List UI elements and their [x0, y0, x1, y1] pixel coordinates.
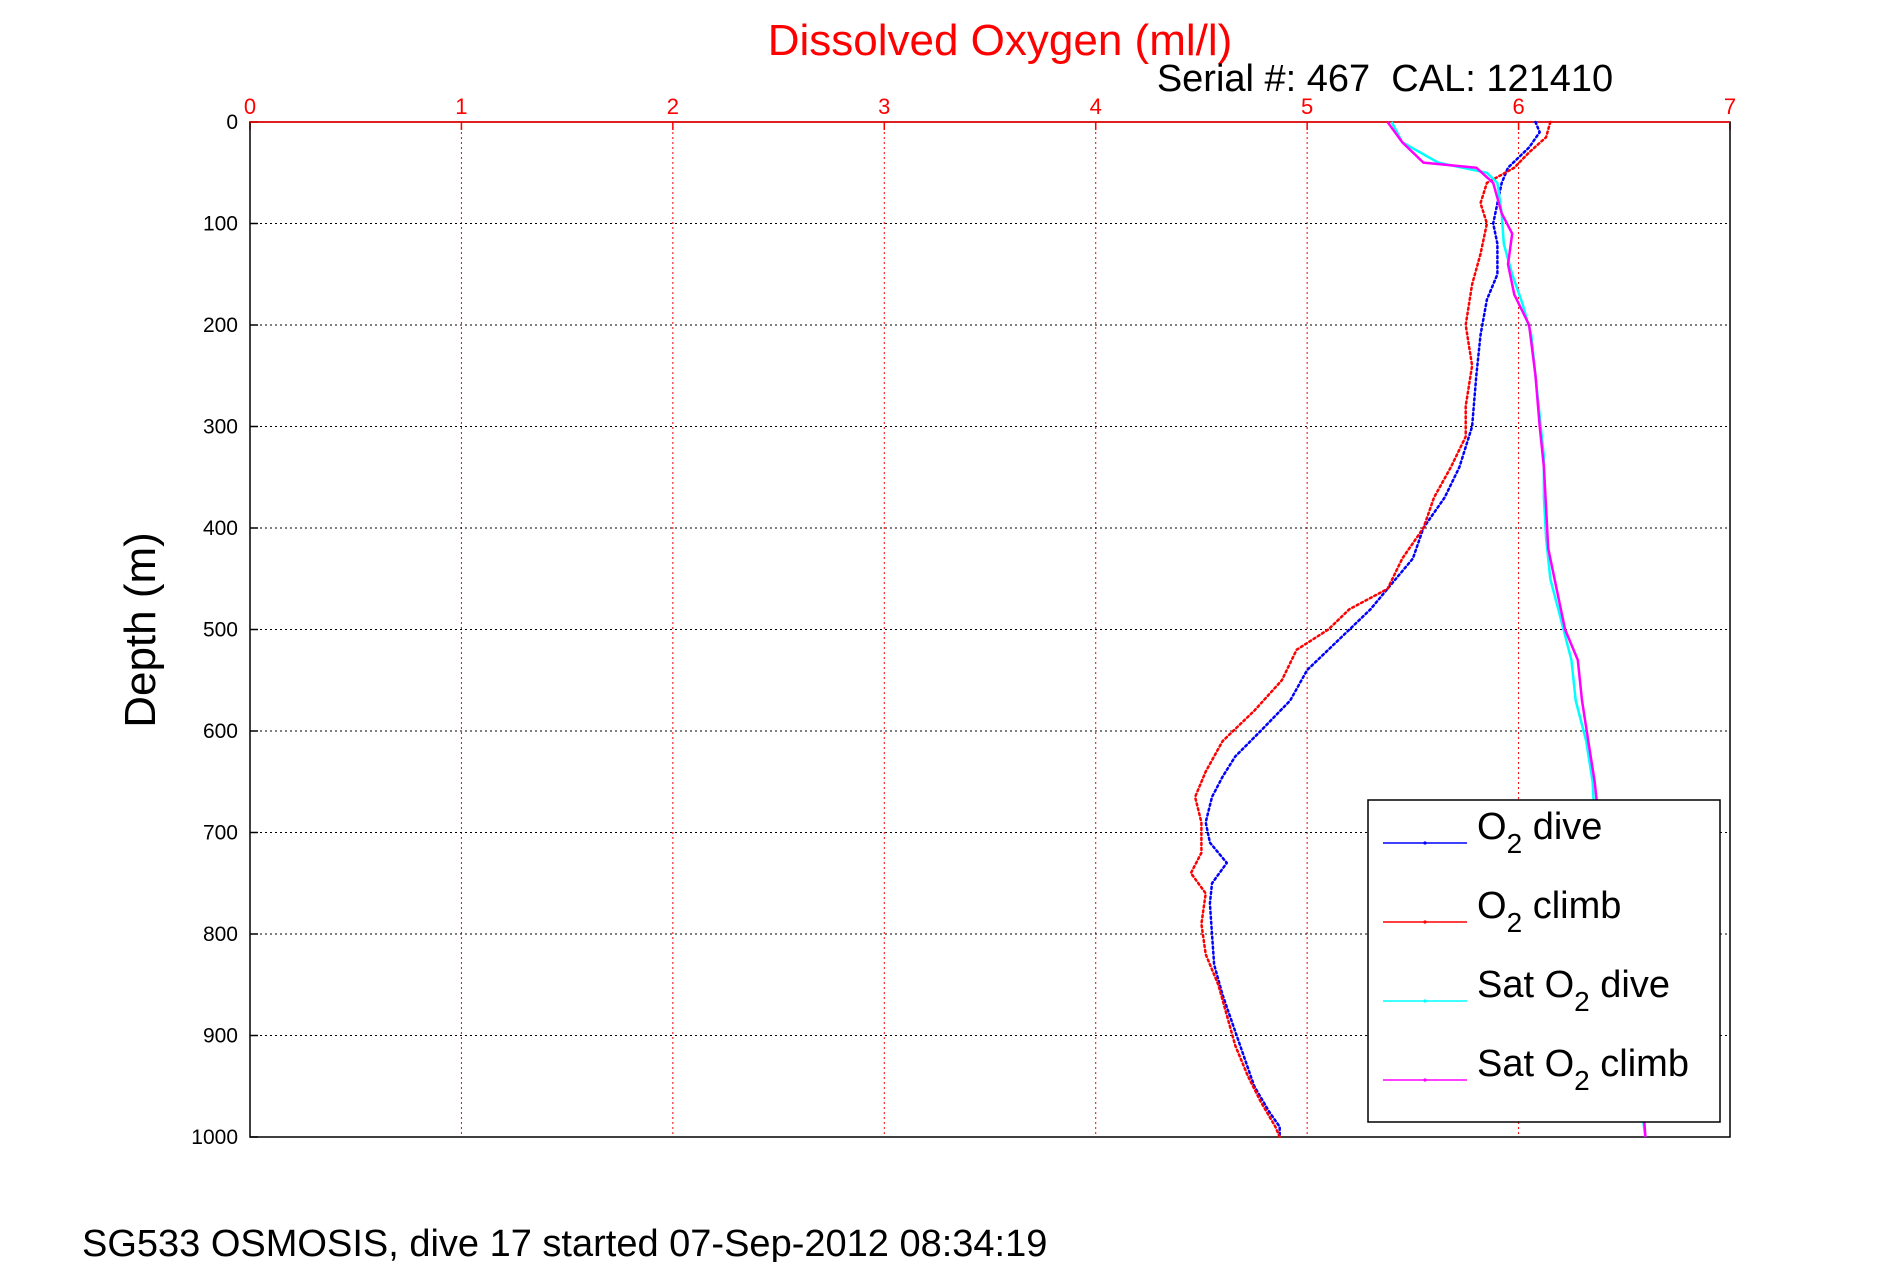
y-tick-label: 400: [203, 517, 238, 540]
legend-box: [1367, 799, 1721, 1123]
x-tick-label: 3: [878, 94, 890, 119]
legend-entry-sat-o2-dive: Sat O2 dive: [1477, 964, 1670, 1017]
legend-marker-sat-o2-dive: [1423, 999, 1427, 1003]
y-tick-label: 900: [203, 1025, 238, 1048]
x-tick-label: 7: [1724, 94, 1736, 119]
grid-lines: [249, 121, 1731, 1138]
x-tick-label: 0: [244, 94, 256, 119]
x-tick-label: 4: [1090, 94, 1102, 119]
footer-text: SG533 OSMOSIS, dive 17 started 07-Sep-20…: [82, 1223, 1047, 1262]
legend-entry-o2-dive: O2 dive: [1477, 806, 1602, 859]
x-tick-labels: 0 1 2 3 4 5 6 7: [244, 94, 1736, 119]
legend-marker-sat-o2-climb: [1423, 1078, 1427, 1082]
y-tick-label: 0: [226, 111, 238, 134]
y-tick-label: 1000: [191, 1126, 238, 1149]
legend-entry-o2-climb: O2 climb: [1477, 885, 1621, 938]
y-tick-labels: 0 100 200 300 400 500 600 700 800 900 1000: [191, 111, 238, 1149]
legend-entry-sat-o2-climb: Sat O2 climb: [1477, 1043, 1689, 1096]
chart-title: Dissolved Oxygen (ml/l): [768, 16, 1233, 65]
x-tick-label: 2: [667, 94, 679, 119]
y-tick-label: 300: [203, 416, 238, 439]
x-tick-label: 5: [1301, 94, 1313, 119]
legend-marker-o2-climb: [1423, 920, 1427, 924]
y-tick-label: 100: [203, 213, 238, 236]
y-tick-label: 200: [203, 314, 238, 337]
y-tick-label: 500: [203, 619, 238, 642]
series-line-o2-climb: [1189, 120, 1552, 1139]
y-tick-label: 700: [203, 822, 238, 845]
y-tick-label: 800: [203, 923, 238, 946]
x-tick-label: 6: [1512, 94, 1524, 119]
legend: O2 dive O2 climb Sat O2 dive Sat O2 climb: [1367, 799, 1721, 1123]
y-axis-label: Depth (m): [116, 532, 165, 728]
legend-marker-o2-dive: [1423, 841, 1427, 845]
y-tick-label: 600: [203, 720, 238, 743]
series-line-o2-dive: [1204, 120, 1541, 1139]
chart-subtitle: Serial #: 467 CAL: 121410: [1157, 58, 1613, 100]
x-tick-label: 1: [455, 94, 467, 119]
